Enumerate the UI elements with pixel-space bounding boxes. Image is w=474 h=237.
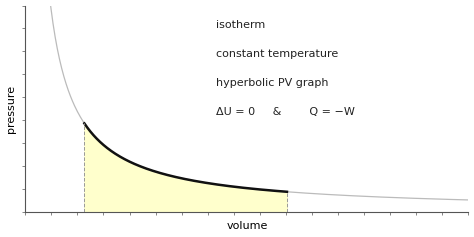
Y-axis label: pressure: pressure: [6, 85, 16, 133]
X-axis label: volume: volume: [226, 221, 267, 232]
Text: ΔU = 0     &        Q = −W: ΔU = 0 & Q = −W: [216, 107, 355, 117]
Text: constant temperature: constant temperature: [216, 49, 338, 59]
Text: hyperbolic PV graph: hyperbolic PV graph: [216, 78, 328, 88]
Text: isotherm: isotherm: [216, 20, 265, 30]
